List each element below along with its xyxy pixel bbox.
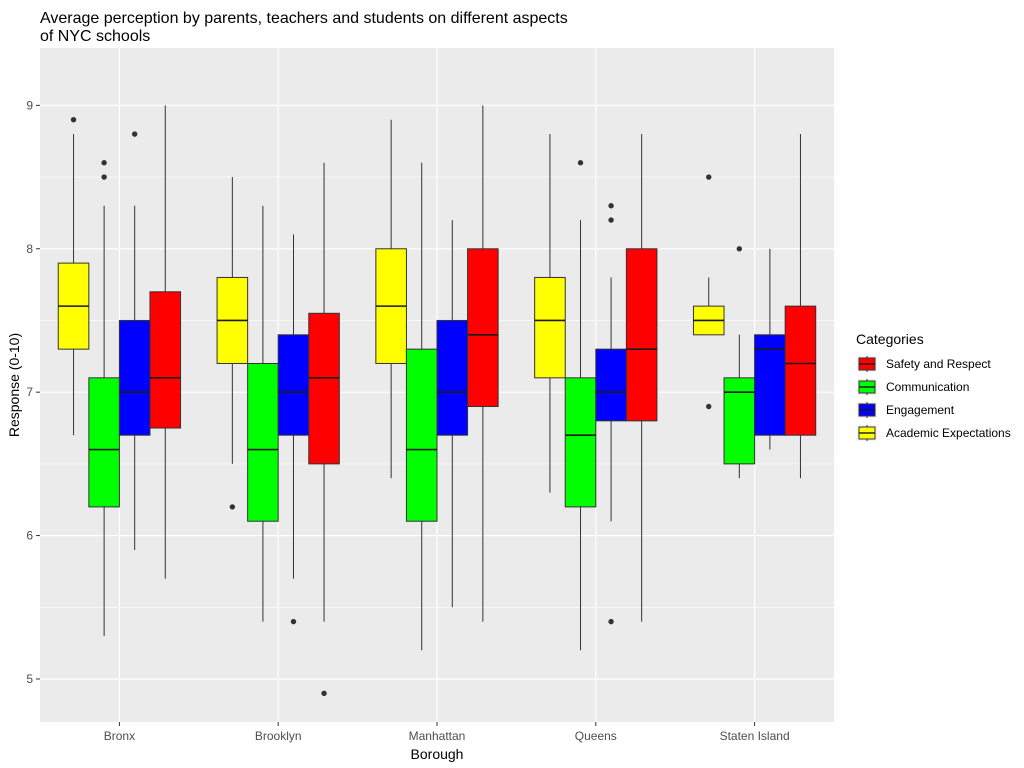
- legend-item: Communication: [857, 379, 969, 395]
- box-body: [436, 319, 469, 436]
- legend-label: Engagement: [886, 403, 955, 417]
- box-body: [534, 276, 566, 379]
- outlier-point: [101, 160, 107, 166]
- legend-title: Categories: [856, 331, 924, 347]
- chart-title-line-2: of NYC schools: [40, 28, 150, 45]
- legend-item: Engagement: [857, 402, 955, 418]
- box-body: [88, 377, 120, 508]
- x-tick-label: Staten Island: [720, 729, 790, 743]
- x-tick-label: Brooklyn: [255, 729, 302, 743]
- y-axis: 5 6 7 8 9: [26, 98, 40, 686]
- y-tick-label: 9: [26, 98, 33, 112]
- outlier-point: [608, 217, 614, 223]
- outlier-point: [101, 174, 107, 180]
- box-body: [564, 377, 597, 508]
- outlier-point: [706, 174, 712, 180]
- chart-title-line-1: Average perception by parents, teachers …: [40, 10, 568, 27]
- box-body: [405, 348, 438, 522]
- outlier-point: [736, 246, 743, 252]
- box-body: [625, 248, 658, 422]
- box-communication: [88, 160, 120, 636]
- box-body: [247, 362, 279, 522]
- box-engagement: [436, 220, 469, 608]
- outlier-point: [321, 690, 327, 697]
- box-body: [277, 334, 310, 436]
- y-tick-label: 5: [26, 672, 33, 686]
- box-body: [467, 248, 499, 408]
- box-body: [595, 348, 627, 422]
- outlier-point: [577, 160, 584, 166]
- box-communication: [247, 205, 279, 622]
- outlier-point: [290, 618, 297, 625]
- box-safety-and-respect: [308, 162, 340, 697]
- outlier-point: [608, 618, 614, 625]
- legend-label: Safety and Respect: [886, 357, 991, 371]
- outlier-point: [131, 131, 138, 137]
- box-body: [118, 319, 151, 436]
- y-axis-title: Response (0-10): [6, 333, 22, 437]
- legend-label: Communication: [886, 380, 969, 394]
- y-tick-label: 8: [26, 242, 33, 256]
- outlier-point: [608, 203, 614, 209]
- outlier-point: [70, 117, 77, 123]
- x-tick-label: Bronx: [104, 729, 135, 743]
- box-academic-expectations: [57, 117, 90, 436]
- box-body: [723, 377, 756, 465]
- x-tick-label: Queens: [575, 729, 617, 743]
- box-safety-and-respect: [467, 105, 499, 622]
- box-safety-and-respect: [784, 134, 817, 479]
- box-academic-expectations: [216, 177, 249, 510]
- box-academic-expectations: [375, 119, 407, 479]
- legend: Categories Safety and Respect Communicati…: [856, 331, 1011, 441]
- box-safety-and-respect: [625, 134, 658, 622]
- box-body: [149, 291, 182, 429]
- y-tick-label: 6: [26, 529, 33, 543]
- box-communication: [723, 246, 756, 479]
- legend-item: Academic Expectations: [857, 425, 1011, 441]
- x-tick-label: Manhattan: [409, 729, 466, 743]
- box-series: [57, 105, 817, 697]
- box-communication: [564, 160, 597, 651]
- box-safety-and-respect: [149, 105, 182, 579]
- legend-label: Academic Expectations: [886, 426, 1011, 440]
- box-body: [754, 334, 786, 436]
- box-academic-expectations: [692, 174, 725, 410]
- y-tick-label: 7: [26, 385, 33, 399]
- x-axis-title: Borough: [411, 746, 464, 762]
- x-axis: Bronx Brooklyn Manhattan Queens Staten Islan…: [104, 722, 790, 743]
- box-engagement: [595, 203, 627, 625]
- box-engagement: [118, 131, 151, 550]
- box-engagement: [277, 234, 310, 625]
- legend-item: Safety and Respect: [857, 356, 991, 372]
- box-body: [308, 312, 340, 465]
- box-communication: [405, 162, 438, 651]
- box-engagement: [754, 248, 786, 450]
- outlier-point: [706, 403, 712, 410]
- outlier-point: [229, 504, 236, 510]
- box-body: [784, 305, 817, 436]
- box-academic-expectations: [534, 134, 566, 493]
